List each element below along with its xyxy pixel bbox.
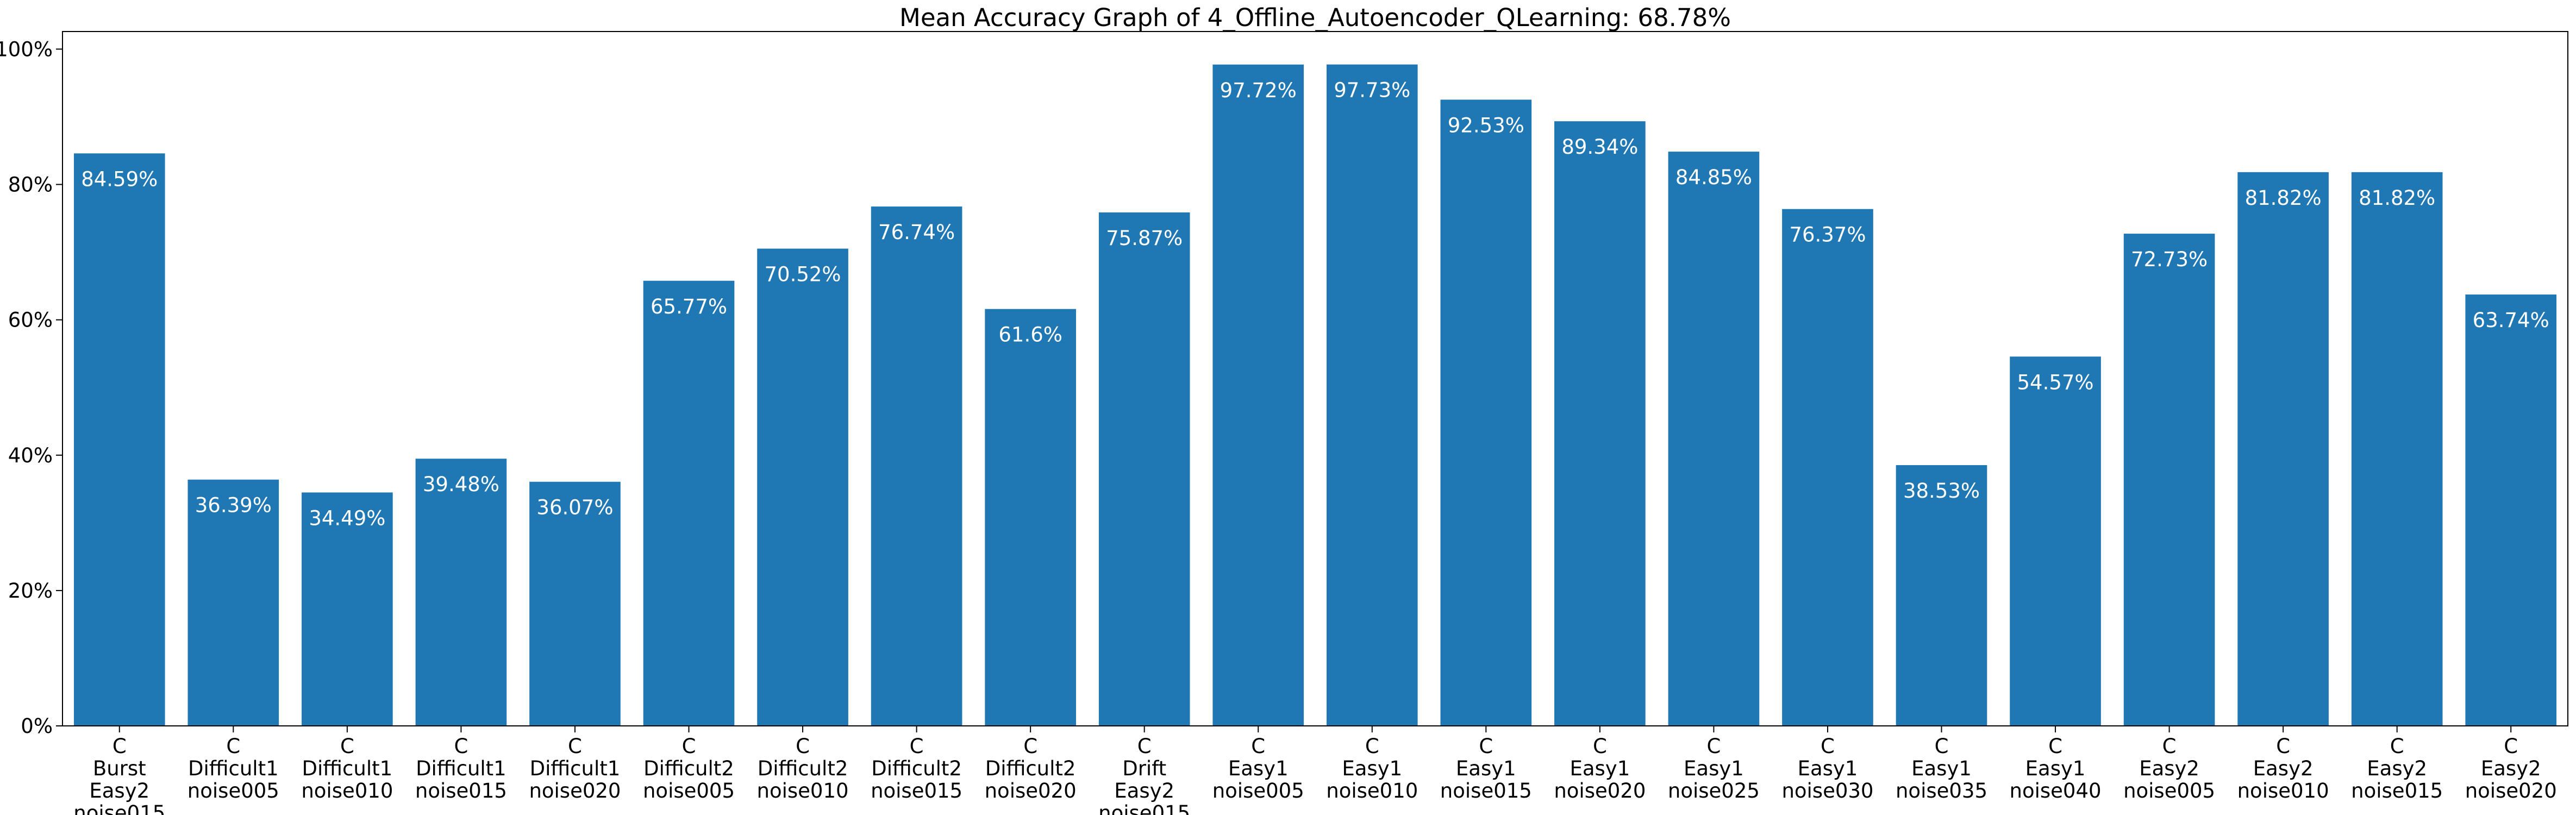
bar: [2351, 172, 2443, 726]
x-tick-label: C Difficult2 noise005: [643, 735, 735, 803]
x-tick-label: C Easy2 noise020: [2465, 735, 2557, 803]
bar: [2010, 356, 2101, 726]
bar: [871, 206, 962, 726]
data-label: 92.53%: [1448, 114, 1524, 137]
x-tick-label: C Easy1 noise015: [1440, 735, 1532, 803]
data-label: 89.34%: [1561, 135, 1638, 159]
x-tick-label: C Easy1 noise025: [1668, 735, 1760, 803]
bar: [1326, 64, 1418, 726]
y-tick-label: 60%: [8, 309, 53, 332]
bar: [302, 492, 393, 726]
bar: [2465, 294, 2557, 726]
data-label: 76.37%: [1789, 223, 1866, 247]
y-axis: 0% 20% 40% 60% 80% 100%: [0, 37, 62, 738]
x-tick-label: C Difficult1 noise010: [301, 735, 393, 803]
data-label: 38.53%: [1903, 479, 1980, 503]
bar: [1896, 465, 1987, 726]
x-tick-label: C Difficult1 noise005: [187, 735, 279, 803]
data-label: 81.82%: [2245, 186, 2322, 210]
x-tick-label: C Easy1 noise030: [1781, 735, 1873, 803]
x-tick-label: C Easy1 noise020: [1554, 735, 1646, 803]
data-label: 84.59%: [81, 167, 158, 191]
x-tick-label: C Difficult1 noise020: [529, 735, 621, 803]
bar: [1554, 121, 1646, 726]
data-label: 75.87%: [1106, 227, 1183, 250]
y-tick-label: 40%: [8, 444, 53, 467]
bar: [1440, 99, 1532, 726]
data-label: 63.74%: [2473, 309, 2549, 332]
bar: [73, 153, 165, 726]
data-labels: 84.59% 36.39% 34.49% 39.48% 36.07% 65.77% 70.5…: [81, 79, 2549, 530]
bar: [2123, 234, 2215, 726]
x-tick-label: C Difficult2 noise020: [985, 735, 1077, 803]
data-label: 36.39%: [195, 494, 272, 517]
data-label: 70.52%: [764, 263, 841, 286]
data-label: 54.57%: [2017, 371, 2093, 394]
x-tick-label: C Difficult2 noise015: [871, 735, 962, 803]
bars: [73, 64, 2557, 726]
x-tick-label: C Difficult1 noise015: [415, 735, 507, 803]
data-label: 65.77%: [651, 295, 727, 318]
bar: [1782, 209, 1873, 726]
data-label: 72.73%: [2131, 248, 2208, 271]
x-tick-label: C Easy1 noise040: [2010, 735, 2102, 803]
y-tick-label: 100%: [0, 37, 53, 61]
bar: [415, 459, 507, 726]
data-label: 76.74%: [878, 221, 955, 244]
y-tick-label: 80%: [8, 173, 53, 197]
bar: [985, 309, 1076, 726]
bar: [1668, 152, 1760, 726]
bar: [529, 481, 621, 726]
data-label: 39.48%: [423, 473, 499, 496]
x-tick-label: C Easy1 noise005: [1212, 735, 1304, 803]
y-tick-label: 20%: [8, 579, 53, 603]
data-label: 97.73%: [1334, 79, 1410, 102]
y-tick-label: 0%: [21, 714, 53, 738]
x-tick-label: C Drift Easy2 noise015: [1098, 735, 1190, 815]
data-label: 34.49%: [309, 506, 385, 530]
x-tick-label: C Easy2 noise010: [2237, 735, 2329, 803]
x-tick-label: C Difficult2 noise010: [757, 735, 849, 803]
bar: [187, 479, 279, 726]
chart-title: Mean Accuracy Graph of 4_Offline_Autoenc…: [899, 3, 1731, 32]
data-label: 84.85%: [1675, 166, 1752, 189]
x-tick-label: C Burst Easy2 noise015: [73, 735, 165, 815]
plot-frame: [62, 31, 2568, 726]
data-label: 81.82%: [2359, 186, 2435, 210]
bar: [2237, 172, 2329, 726]
x-tick-label: C Easy2 noise015: [2351, 735, 2443, 803]
data-label: 97.72%: [1220, 79, 1297, 102]
data-label: 61.6%: [998, 323, 1062, 347]
bar: [757, 248, 848, 726]
x-tick-label: C Easy2 noise005: [2123, 735, 2215, 803]
x-tick-label: C Easy1 noise010: [1326, 735, 1418, 803]
bar: [1212, 64, 1304, 726]
bar: [1098, 212, 1190, 726]
data-label: 36.07%: [536, 496, 613, 519]
bar: [643, 280, 735, 726]
x-tick-label: C Easy1 noise035: [1896, 735, 1987, 803]
x-axis: C Burst Easy2 noise015 C Difficult1 noise005 C D…: [73, 726, 2557, 815]
